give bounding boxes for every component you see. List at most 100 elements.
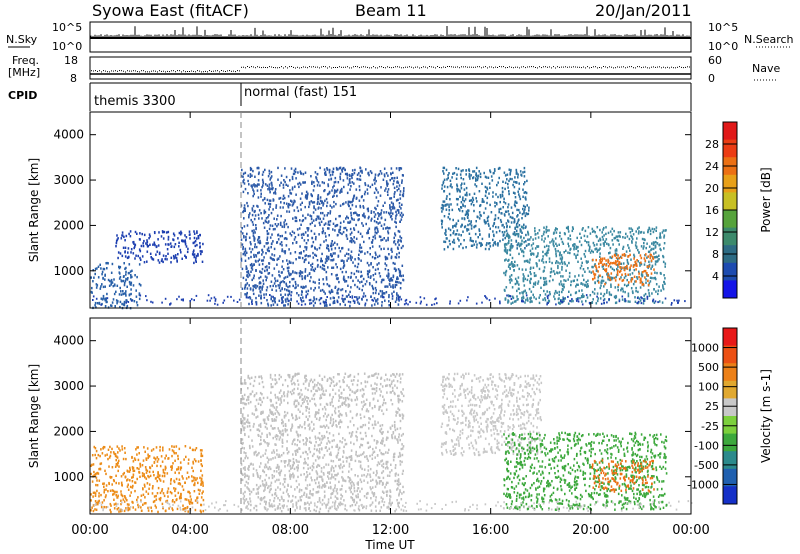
range-cell <box>240 238 243 241</box>
range-cell <box>605 268 608 271</box>
range-cell <box>118 277 121 280</box>
range-cell <box>387 193 389 196</box>
range-cell <box>290 234 293 237</box>
range-cell <box>469 239 472 242</box>
range-cell <box>361 171 363 174</box>
freq-sample <box>373 66 374 68</box>
range-cell <box>242 190 245 194</box>
range-cell <box>126 485 129 488</box>
range-cell <box>577 300 580 303</box>
range-cell <box>191 502 193 505</box>
range-cell <box>110 304 112 307</box>
range-cell <box>597 270 599 273</box>
range-cell <box>505 242 507 246</box>
range-cell <box>96 479 98 482</box>
range-cell <box>352 261 354 264</box>
freq-sample <box>131 70 132 72</box>
range-cell <box>358 218 360 221</box>
range-cell <box>560 259 563 262</box>
range-cell <box>331 206 333 209</box>
range-cell <box>398 243 400 247</box>
range-cell <box>523 275 525 278</box>
range-cell <box>151 301 154 304</box>
range-cell <box>386 184 389 187</box>
freq-sample <box>367 66 368 68</box>
range-cell <box>252 223 255 226</box>
range-cell <box>170 479 172 482</box>
range-cell <box>543 283 545 287</box>
range-cell <box>251 229 253 233</box>
range-cell <box>284 298 287 301</box>
range-cell <box>189 502 191 505</box>
range-cell <box>98 479 101 482</box>
range-cell <box>353 227 355 230</box>
range-cell <box>343 226 345 230</box>
range-cell <box>598 281 600 284</box>
freq-sample <box>299 67 300 69</box>
range-cell <box>477 236 479 239</box>
range-cell <box>255 224 257 227</box>
range-cell <box>359 167 362 170</box>
range-cell <box>159 449 161 452</box>
range-cell <box>101 501 104 504</box>
range-cell <box>631 229 634 232</box>
range-cell <box>511 279 513 282</box>
range-cell <box>631 241 633 244</box>
range-cell <box>249 297 252 300</box>
range-cell <box>544 277 547 280</box>
range-cell <box>563 279 565 282</box>
range-cell <box>629 253 631 257</box>
range-cell <box>324 232 326 235</box>
range-cell <box>282 186 285 189</box>
range-cell <box>262 497 265 500</box>
freq-sample <box>259 66 260 68</box>
range-cell <box>554 228 556 232</box>
range-cell <box>522 273 525 276</box>
range-cell <box>334 176 337 180</box>
range-cell <box>380 239 382 242</box>
range-cell <box>316 179 318 182</box>
range-cell <box>350 231 353 234</box>
range-cell <box>264 265 267 269</box>
range-cell <box>530 266 532 269</box>
range-cell <box>575 291 578 294</box>
range-cell <box>332 301 335 305</box>
range-cell <box>644 292 647 296</box>
range-cell <box>636 297 639 299</box>
range-cell <box>179 466 182 469</box>
range-cell <box>487 176 490 179</box>
range-cell <box>182 507 185 511</box>
range-cell <box>251 174 253 177</box>
range-cell <box>402 174 404 177</box>
range-cell <box>382 227 385 230</box>
freq-sample <box>551 67 552 69</box>
range-cell <box>523 170 526 174</box>
range-cell <box>131 269 133 272</box>
range-cell <box>356 298 358 301</box>
range-cell <box>319 297 322 300</box>
range-cell <box>522 300 524 303</box>
range-cell <box>638 275 640 279</box>
range-cell <box>290 291 293 294</box>
freq-sample <box>527 66 528 68</box>
range-cell <box>130 281 133 284</box>
plot-title: Syowa East (fitACF) <box>92 1 249 20</box>
range-cell <box>583 234 586 238</box>
range-cell <box>299 219 301 222</box>
range-cell <box>608 274 610 277</box>
range-cell <box>350 271 353 275</box>
range-cell <box>254 245 256 249</box>
range-cell <box>138 292 141 295</box>
range-cell <box>583 278 585 282</box>
range-cell <box>461 210 464 213</box>
range-cell <box>383 223 386 226</box>
range-cell <box>312 240 315 244</box>
range-cell <box>386 285 389 288</box>
range-cell <box>555 252 557 256</box>
range-cell <box>119 510 122 513</box>
range-cell <box>580 236 582 239</box>
range-cell <box>465 212 468 216</box>
range-cell <box>611 267 614 270</box>
range-cell <box>627 262 630 265</box>
range-cell <box>476 178 479 182</box>
